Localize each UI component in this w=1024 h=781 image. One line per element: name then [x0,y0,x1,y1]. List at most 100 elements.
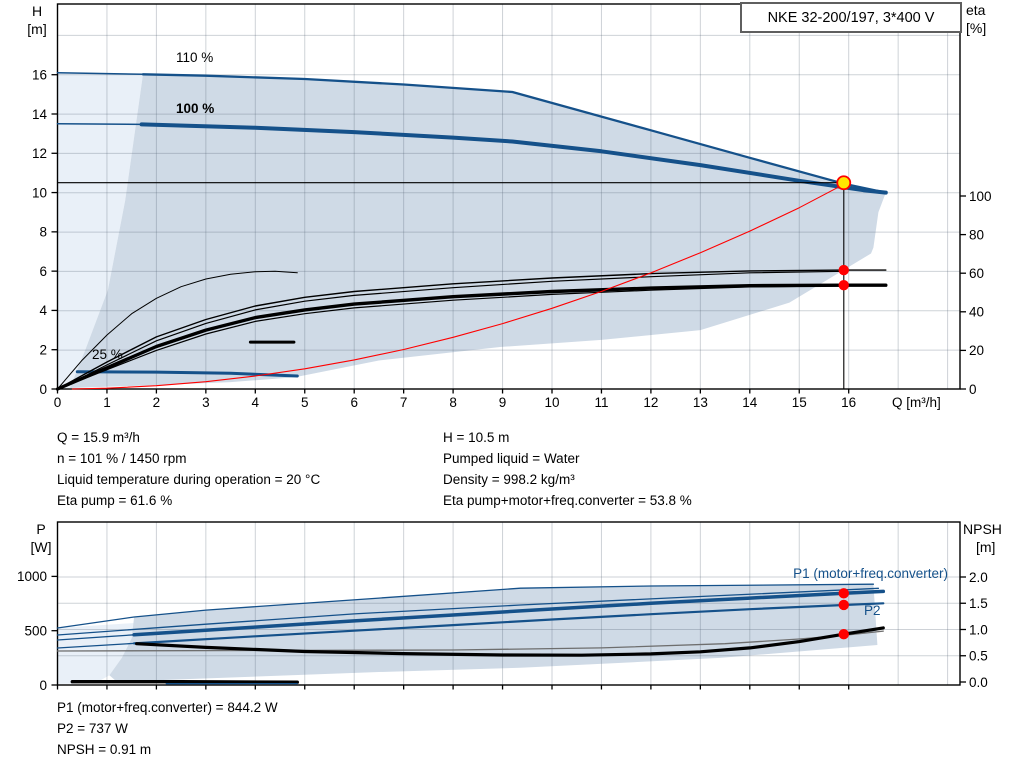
y2-tick-label: 100 [969,189,992,204]
y-tick-label: 0 [39,678,47,693]
y-tick-label: 14 [32,107,48,122]
eta-axis-name: eta [966,2,986,18]
p2-line-start [56,642,135,649]
q-axis-unit: Q [m³/h] [892,395,941,410]
eta-total-curve [55,283,888,391]
y-tick-label: 12 [32,146,47,161]
npsh-axis-name: NPSH [963,521,1002,537]
info-line-n: n = 101 % / 1450 rpm [57,451,187,466]
npsh-curve [135,626,885,657]
y-tick-label: 16 [32,68,47,83]
speed-100pct-curve-start [56,123,143,126]
y-tick-label: 2 [39,343,47,358]
h-axis-unit: [m] [27,21,47,37]
info-line-p1: P1 (motor+freq.converter) = 844.2 W [57,700,278,715]
y-tick-label: 500 [24,624,47,639]
x-tick-label: 5 [301,395,309,410]
system-curve [71,183,845,390]
eta-pump-point [838,264,849,276]
pq-chart: 1000 500 0 2.0 1.5 1.0 0.5 0.0 [17,521,988,693]
eta-pump-curve-alt [56,270,845,390]
x-tick-label: 8 [449,395,457,410]
x-tick-label: 7 [400,395,408,410]
x-tick-label: 1 [103,395,111,410]
pump-title-box: NKE 32-200/197, 3*400 V [740,2,962,33]
power-info: P1 (motor+freq.converter) = 844.2 W P2 =… [57,697,278,760]
eta-axis-unit: [%] [966,20,987,36]
label-p1-curve: P1 (motor+freq.converter) [793,566,948,581]
p1-line [132,589,886,637]
info-line-eta-total: Eta pump+motor+freq.converter = 53.8 % [443,493,692,508]
p2-25pct-segment [70,680,299,684]
p1-110pct-line [56,587,880,636]
p1-line-start [56,634,135,641]
y2-tick-label: 60 [969,266,984,281]
x-tick-label: 11 [594,395,608,410]
x-tick-label: 6 [350,395,358,410]
p1-point [838,588,849,599]
speed-100pct-curve [139,122,888,195]
p2-point [838,599,849,611]
x-tick-label: 13 [693,395,708,410]
operating-envelope-light [57,72,143,389]
info-line-liquid: Pumped liquid = Water [443,451,580,466]
y2-tick-label: 40 [969,305,984,320]
eta-total-curve-alt [56,285,845,390]
h-axis-name: H [31,3,43,19]
y2-tick-label: 0.5 [969,649,988,664]
x-tick-label: 0 [54,395,62,410]
p-axis-name: P [36,521,46,537]
npsh-point [838,629,849,640]
eta-pump-curve [56,269,887,390]
power-envelope [109,584,878,682]
y2-tick-label: 0 [969,382,977,397]
p1-max-line [56,583,875,629]
p2-line [133,602,885,645]
eta-25pct-curve [57,270,298,390]
x-tick-label: 15 [792,395,807,410]
speed-110pct-curve [141,73,887,194]
duty-info-left: Q = 15.9 m³/h n = 101 % / 1450 rpm Liqui… [57,427,320,511]
eta-total-point [838,279,849,291]
x-tick-label: 14 [742,395,758,410]
y2-tick-label: 0.0 [969,675,988,690]
y-tick-label: 0 [39,382,47,397]
x-tick-label: 9 [499,395,507,410]
x-tick-label: 16 [841,395,856,410]
hq-chart: 0 1 2 3 4 5 6 7 8 9 10 11 12 13 14 15 161614121086420100… [32,3,992,410]
info-line-temp: Liquid temperature during operation = 20… [57,472,321,487]
info-line-h: H = 10.5 m [443,430,510,445]
y-tick-label: 1000 [17,569,47,584]
label-p2-curve: P2 [864,603,881,618]
speed-110pct-curve-start [56,71,144,76]
y-tick-label: 8 [39,225,47,240]
duty-point[interactable] [836,175,852,191]
x-tick-label: 12 [643,395,658,410]
x-tick-label: 4 [252,395,260,410]
pump-title: NKE 32-200/197, 3*400 V [767,9,935,26]
p-axis-unit: [W] [30,539,52,555]
y2-tick-label: 1.0 [969,622,988,637]
y-tick-label: 10 [32,185,47,200]
y2-tick-label: 2.0 [969,570,988,585]
info-line-q: Q = 15.9 m³/h [57,430,140,445]
x-tick-label: 3 [202,395,210,410]
npsh-axis-unit: [m] [976,539,996,555]
operating-envelope [69,74,886,389]
y-tick-label: 6 [39,264,47,279]
x-tick-label: 2 [153,395,161,410]
duty-info-right: H = 10.5 m Pumped liquid = Water Density… [443,427,692,511]
info-line-density: Density = 998.2 kg/m³ [443,472,575,487]
label-speed-110pct: 110 % [176,50,214,65]
x-tick-label: 10 [544,395,559,410]
y-tick-label: 4 [39,303,47,318]
y2-tick-label: 1.5 [969,596,988,611]
y2-tick-label: 20 [969,343,984,358]
y2-tick-label: 80 [969,227,984,242]
label-speed-25pct: 25 % [92,347,123,362]
info-line-eta-pump: Eta pump = 61.6 % [57,493,173,508]
label-speed-100pct: 100 % [176,101,215,116]
info-line-p2: P2 = 737 W [57,721,128,736]
